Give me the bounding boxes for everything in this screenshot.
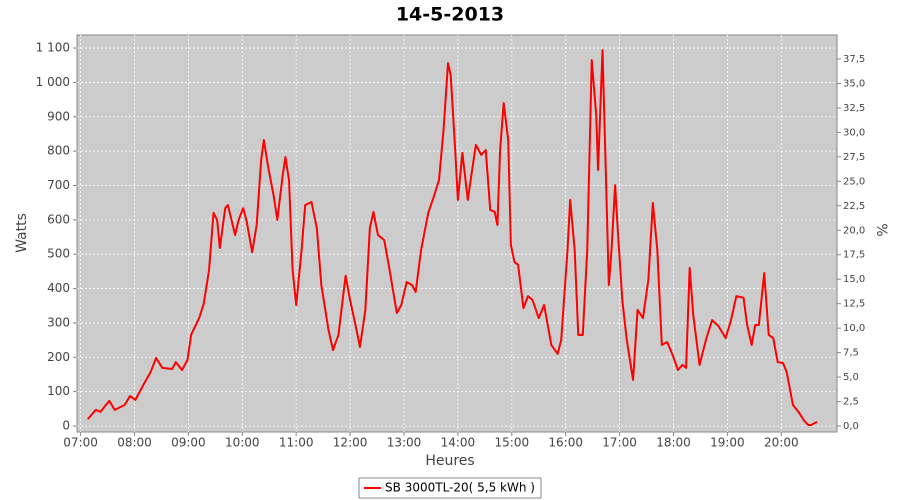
plot-area [76,34,838,433]
x-tick-label: 07:00 [63,436,98,450]
y2-tick-label: 17,5 [843,250,865,261]
x-tick-label: 20:00 [764,436,799,450]
x-tick-label: 12:00 [333,436,368,450]
y2-tick-label: 15,0 [843,274,865,285]
y-tick-label: 200 [47,350,70,364]
y-tick-label: 300 [47,315,70,329]
x-tick-label: 13:00 [387,436,422,450]
y-tick-label: 1 000 [36,75,70,89]
x-tick-label: 14:00 [441,436,476,450]
y-tick-label: 500 [47,247,70,261]
y2-tick-label: 25,0 [843,176,865,187]
series-line [87,49,818,426]
x-tick-label: 19:00 [710,436,745,450]
y2-tick-label: 22,5 [843,201,865,212]
y2-tick-label: 32,5 [843,103,865,114]
y-tick-label: 0 [62,418,70,432]
y2-tick-label: 2,5 [843,397,859,408]
y2-tick-label: 20,0 [843,225,865,236]
y-tick-label: 900 [47,109,70,123]
legend-label: SB 3000TL-20( 5,5 kWh ) [385,481,535,495]
y2-tick-label: 35,0 [843,78,865,89]
y2-tick-label: 27,5 [843,152,865,163]
y2-tick-label: 37,5 [843,54,865,65]
y2-tick-label: 30,0 [843,127,865,138]
x-tick-label: 10:00 [225,436,260,450]
y-tick-label: 600 [47,212,70,226]
y-tick-label: 100 [47,384,70,398]
y2-tick-label: 5,0 [843,372,859,383]
x-tick-label: 09:00 [171,436,206,450]
x-tick-label: 08:00 [117,436,152,450]
x-tick-label: 17:00 [602,436,637,450]
x-tick-label: 16:00 [548,436,583,450]
legend: SB 3000TL-20( 5,5 kWh ) [358,477,542,499]
y-tick-label: 800 [47,144,70,158]
chart-title: 14-5-2013 [396,4,504,26]
x-tick-label: 15:00 [495,436,530,450]
y-tick-label: 400 [47,281,70,295]
y2-tick-label: 7,5 [843,348,859,359]
x-axis-label: Heures [425,453,474,469]
y2-tick-label: 10,0 [843,323,865,334]
y2-axis-label: % [873,223,889,236]
x-tick-label: 11:00 [279,436,314,450]
y-tick-label: 700 [47,178,70,192]
legend-box [358,477,542,499]
y-tick-label: 1 100 [36,41,70,55]
y-axis-label: Watts [14,213,30,253]
y2-tick-label: 0,0 [843,421,859,432]
x-tick-label: 18:00 [656,436,691,450]
y2-tick-label: 12,5 [843,299,865,310]
